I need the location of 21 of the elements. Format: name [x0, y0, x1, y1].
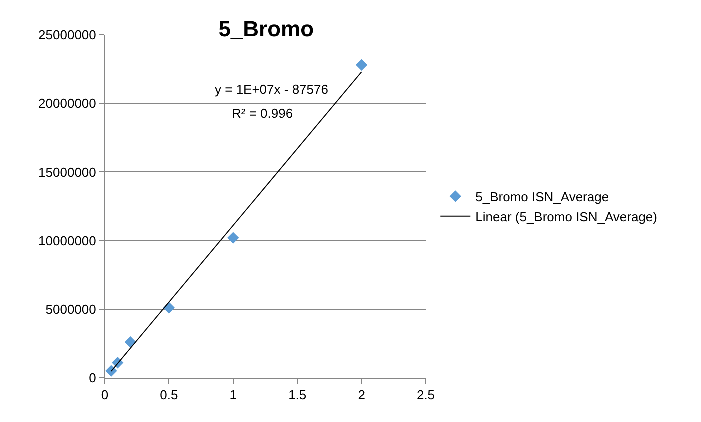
y-tick-label: 10000000	[38, 233, 96, 248]
legend-label: 5_Bromo ISN_Average	[476, 190, 610, 205]
x-tick-label: 2.5	[416, 388, 436, 403]
y-tick-label: 25000000	[38, 28, 96, 43]
point	[228, 232, 240, 244]
x-tick-label: 0.5	[160, 388, 178, 403]
annotation: R² = 0.996	[232, 106, 294, 121]
x-tick-label: 1	[230, 388, 238, 403]
x-tick-label: 1.5	[288, 388, 307, 403]
legend-label: Linear (5_Bromo ISN_Average)	[476, 209, 658, 224]
y-tick-label: 15000000	[38, 164, 96, 180]
y-tick-label: 20000000	[38, 96, 96, 112]
point	[356, 59, 368, 72]
x-tick-label: 0	[101, 388, 109, 403]
chart-title: 5_Bromo	[218, 16, 314, 42]
y-tick-label: 5000000	[46, 302, 96, 317]
annotation: y = 1E+07x - 87576	[215, 82, 328, 97]
point	[106, 365, 118, 377]
x-tick-label: 2	[358, 388, 366, 403]
y-tick-label: 0	[89, 370, 96, 386]
point	[124, 336, 137, 348]
